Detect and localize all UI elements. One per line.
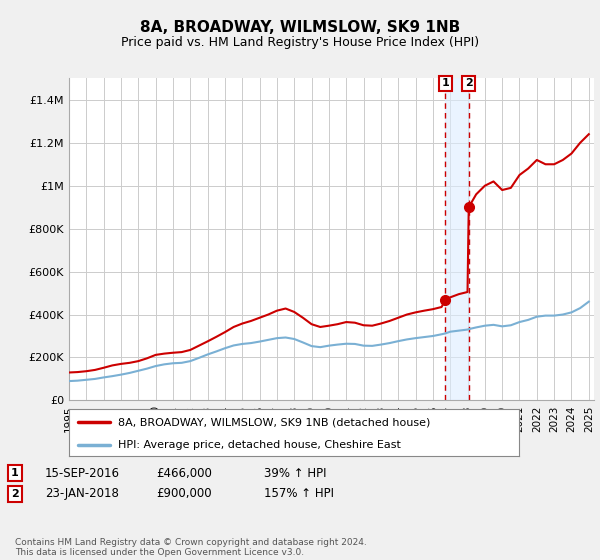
- Text: Price paid vs. HM Land Registry's House Price Index (HPI): Price paid vs. HM Land Registry's House …: [121, 36, 479, 49]
- Text: 8A, BROADWAY, WILMSLOW, SK9 1NB: 8A, BROADWAY, WILMSLOW, SK9 1NB: [140, 20, 460, 35]
- Text: 39% ↑ HPI: 39% ↑ HPI: [264, 466, 326, 480]
- Text: 1: 1: [11, 468, 19, 478]
- Text: Contains HM Land Registry data © Crown copyright and database right 2024.
This d: Contains HM Land Registry data © Crown c…: [15, 538, 367, 557]
- Text: £900,000: £900,000: [156, 487, 212, 501]
- Text: 1: 1: [442, 78, 449, 88]
- Text: HPI: Average price, detached house, Cheshire East: HPI: Average price, detached house, Ches…: [119, 440, 401, 450]
- Text: 2: 2: [11, 489, 19, 499]
- Text: 15-SEP-2016: 15-SEP-2016: [45, 466, 120, 480]
- Text: 157% ↑ HPI: 157% ↑ HPI: [264, 487, 334, 501]
- Text: 23-JAN-2018: 23-JAN-2018: [45, 487, 119, 501]
- Bar: [445, 78, 469, 400]
- Text: 2: 2: [465, 78, 473, 88]
- Text: £466,000: £466,000: [156, 466, 212, 480]
- Text: 8A, BROADWAY, WILMSLOW, SK9 1NB (detached house): 8A, BROADWAY, WILMSLOW, SK9 1NB (detache…: [119, 417, 431, 427]
